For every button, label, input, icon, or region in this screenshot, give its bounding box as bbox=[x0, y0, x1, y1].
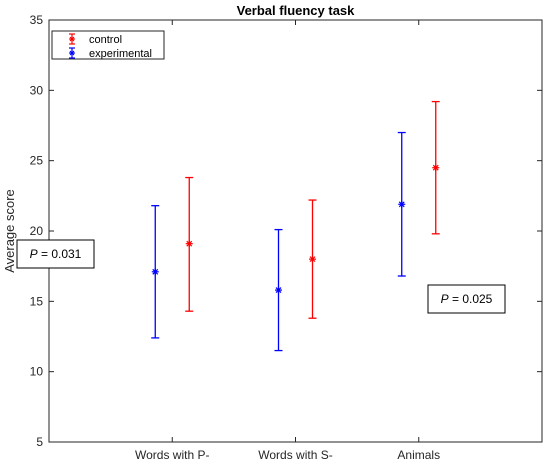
legend-item-experimental: experimental bbox=[69, 47, 152, 60]
data-point bbox=[398, 200, 406, 208]
data-point bbox=[275, 286, 282, 294]
annotations: P = 0.031 P = 0.025 bbox=[16, 239, 506, 314]
data-point bbox=[151, 268, 159, 276]
annotation-box bbox=[16, 239, 95, 269]
plot-frame bbox=[48, 19, 543, 443]
data-point bbox=[185, 240, 193, 248]
y-tick-label: 20 bbox=[30, 224, 44, 238]
asterisk-stroke bbox=[152, 268, 159, 275]
asterisk-stroke bbox=[69, 36, 75, 42]
legend: control experimental bbox=[51, 30, 165, 60]
x-tick-label: Words with S- bbox=[258, 448, 332, 462]
asterisk-stroke bbox=[398, 201, 405, 208]
data-point bbox=[309, 255, 316, 263]
asterisk-stroke bbox=[69, 50, 75, 56]
legend-item-control: control bbox=[69, 33, 122, 46]
series-control bbox=[185, 100, 440, 319]
data-point bbox=[432, 164, 440, 172]
p-value-annotation: P = 0.031 bbox=[16, 239, 95, 269]
y-tick-label: 5 bbox=[36, 435, 43, 449]
asterisk-stroke bbox=[186, 240, 193, 247]
asterisk-stroke bbox=[432, 164, 439, 171]
asterisk-stroke bbox=[309, 256, 316, 263]
series-experimental bbox=[151, 131, 406, 352]
asterisk-stroke bbox=[275, 287, 282, 294]
p-value-annotation: P = 0.025 bbox=[427, 284, 506, 314]
chart-title: Verbal fluency task bbox=[237, 3, 356, 18]
y-axis: 5 10 15 20 25 30 35 bbox=[30, 13, 542, 449]
legend-marker bbox=[69, 36, 75, 42]
x-axis: Words with P- Words with S- Animals bbox=[135, 20, 440, 462]
annotation-text: P = 0.031 bbox=[30, 247, 82, 261]
annotation-text: P = 0.025 bbox=[441, 292, 493, 306]
y-tick-label: 35 bbox=[30, 13, 44, 27]
plot-box bbox=[48, 19, 543, 443]
legend-marker bbox=[69, 50, 75, 56]
y-tick-label: 30 bbox=[30, 83, 44, 97]
x-tick-label: Animals bbox=[397, 448, 440, 462]
x-tick-label: Words with P- bbox=[135, 448, 209, 462]
annotation-box bbox=[427, 284, 506, 314]
legend-label: control bbox=[89, 34, 122, 46]
y-tick-label: 10 bbox=[30, 365, 44, 379]
y-tick-label: 25 bbox=[30, 154, 44, 168]
y-tick-label: 15 bbox=[30, 294, 44, 308]
y-axis-label: Average score bbox=[2, 189, 17, 273]
legend-label: experimental bbox=[89, 48, 152, 60]
series-layer bbox=[151, 100, 440, 352]
